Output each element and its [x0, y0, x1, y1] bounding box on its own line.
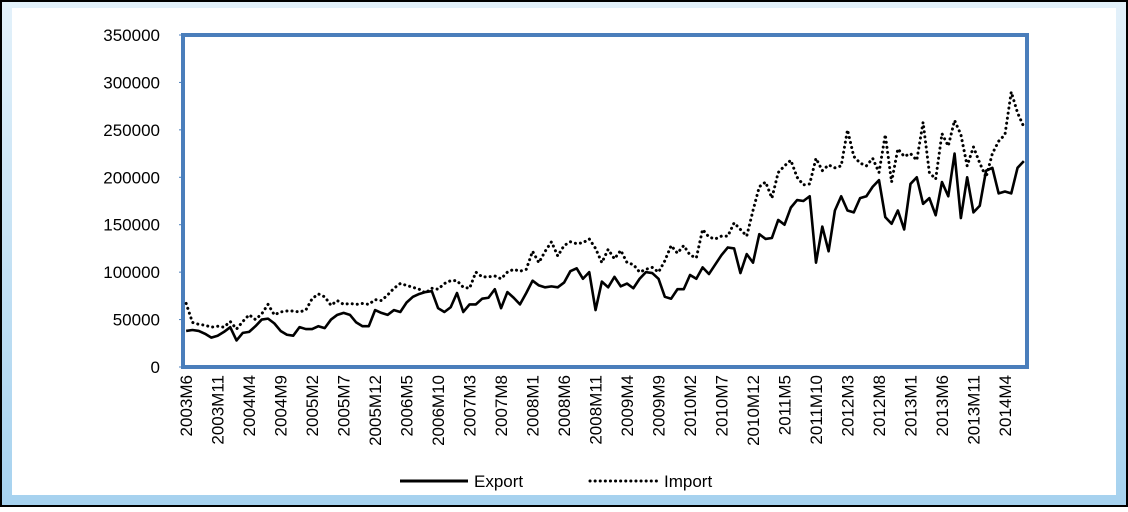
series-line — [185, 152, 1025, 342]
series-line — [184, 90, 1026, 331]
x-tick-label: 2005M7 — [335, 375, 354, 436]
x-tick-label: 2009M4 — [618, 375, 637, 436]
x-tick-label: 2006M10 — [429, 375, 448, 446]
y-tick-label: 100000 — [103, 263, 160, 282]
x-tick-label: 2010M2 — [681, 375, 700, 436]
x-tick-label: 2013M1 — [901, 375, 920, 436]
y-tick-label: 200000 — [103, 168, 160, 187]
y-tick-label: 300000 — [103, 73, 160, 92]
x-tick-label: 2003M11 — [209, 375, 228, 445]
x-tick-label: 2013M6 — [933, 375, 952, 436]
x-tick-label: 2011M10 — [807, 375, 826, 445]
x-tick-label: 2008M11 — [587, 375, 606, 445]
x-tick-label: 2008M6 — [555, 375, 574, 436]
x-tick-label: 2004M4 — [240, 375, 259, 436]
x-tick-label: 2014M4 — [996, 375, 1015, 436]
y-tick-label: 0 — [151, 358, 160, 377]
x-tick-label: 2003M6 — [177, 375, 196, 436]
y-tick-label: 250000 — [103, 121, 160, 140]
x-tick-label: 2006M5 — [398, 375, 417, 436]
y-tick-label: 150000 — [103, 216, 160, 235]
legend-label: Import — [664, 472, 712, 491]
x-tick-label: 2007M8 — [492, 375, 511, 436]
x-tick-label: 2010M7 — [713, 375, 732, 436]
x-tick-label: 2005M2 — [303, 375, 322, 436]
legend-label: Export — [474, 472, 523, 491]
x-tick-label: 2008M1 — [524, 375, 543, 436]
x-tick-label: 2010M12 — [744, 375, 763, 446]
y-tick-label: 50000 — [113, 311, 160, 330]
x-tick-label: 2011M5 — [776, 375, 795, 435]
x-tick-label: 2004M9 — [272, 375, 291, 436]
x-tick-label: 2012M3 — [838, 375, 857, 436]
x-tick-label: 2012M8 — [870, 375, 889, 436]
x-tick-label: 2005M12 — [366, 375, 385, 446]
plot-frame — [181, 33, 1029, 369]
x-tick-label: 2013M11 — [964, 375, 983, 445]
x-tick-label: 2009M9 — [650, 375, 669, 436]
x-tick-label: 2007M3 — [461, 375, 480, 436]
y-tick-label: 350000 — [103, 26, 160, 45]
